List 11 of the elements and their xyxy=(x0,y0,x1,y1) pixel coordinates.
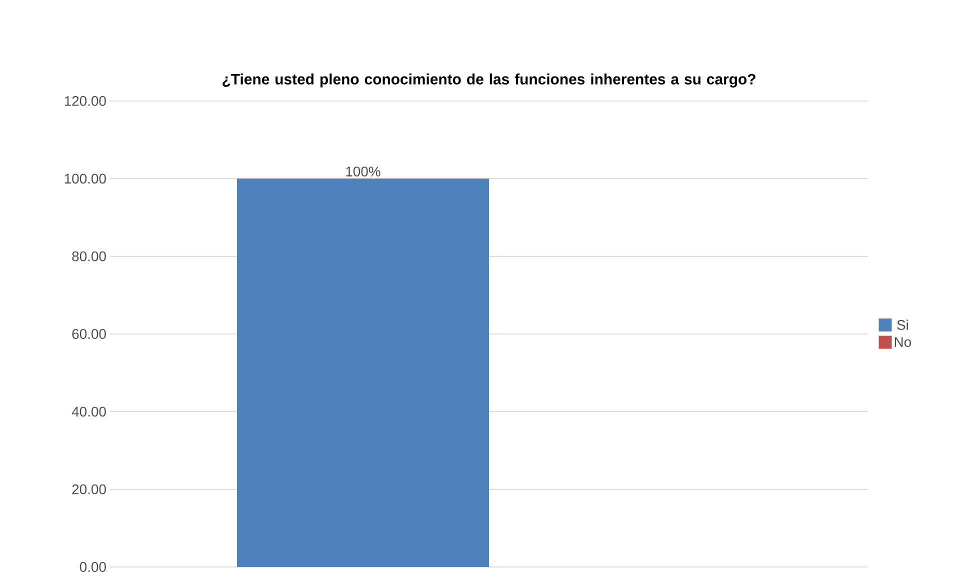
y-tick-label: 120.00 xyxy=(64,96,106,106)
y-tick-label: 60.00 xyxy=(72,329,106,339)
y-tick-label: 100.00 xyxy=(64,174,106,184)
y-tick-label: 0.00 xyxy=(80,562,106,572)
legend-label: No xyxy=(894,337,911,347)
chart-title: ¿Tiene usted pleno conocimiento de las funciones inherentes a su cargo? xyxy=(222,74,756,88)
y-tick-label: 80.00 xyxy=(72,251,106,262)
y-tick-label: 40.00 xyxy=(72,406,106,417)
data-label: 100% xyxy=(346,166,380,176)
legend-label: Si xyxy=(897,320,908,330)
y-tick-label: 20.00 xyxy=(72,484,106,494)
